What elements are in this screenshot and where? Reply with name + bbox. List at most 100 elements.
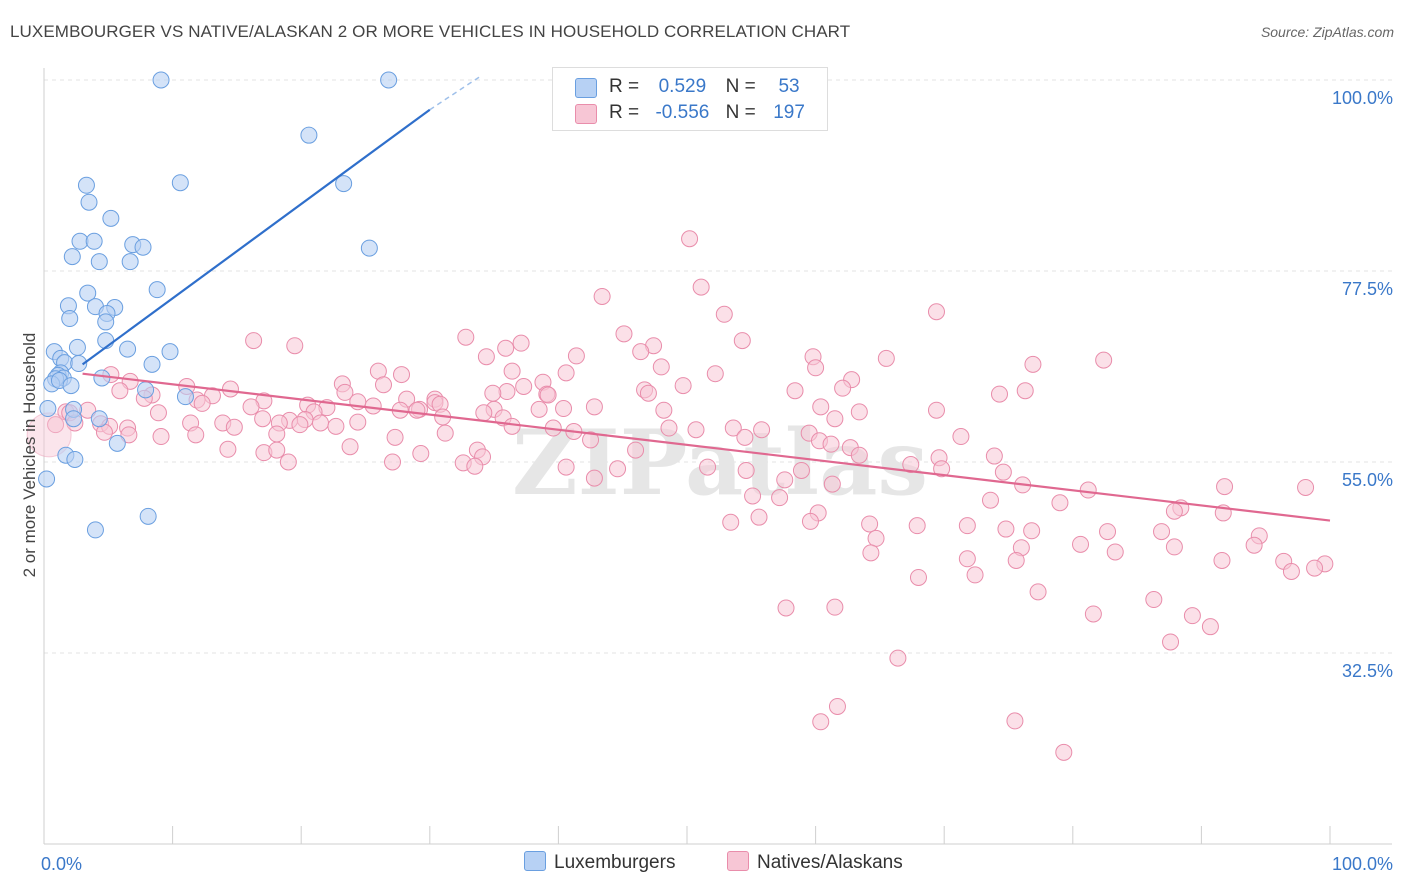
luxemburgers-point (93, 369, 111, 387)
natives-point (834, 379, 852, 397)
natives-point (225, 418, 243, 436)
natives-point (1023, 522, 1041, 540)
natives-point (692, 278, 710, 296)
natives-point (466, 457, 484, 475)
natives-point (776, 471, 794, 489)
y-tick-label: 77.5% (1342, 279, 1393, 299)
natives-point (1079, 481, 1097, 499)
legend-item-luxemburgers[interactable]: Luxemburgers (524, 851, 675, 874)
natives-point (286, 337, 304, 355)
natives-point (867, 529, 885, 547)
natives-point (807, 359, 825, 377)
natives-point (1016, 382, 1034, 400)
y-axis-label: 2 or more Vehicles in Household (20, 333, 39, 578)
legend-label: Luxemburgers (554, 852, 676, 873)
natives-point (1162, 633, 1180, 651)
luxemburgers-point (39, 400, 57, 418)
natives-point (1306, 559, 1324, 577)
luxemburgers-point (97, 313, 115, 331)
natives-point (1084, 605, 1102, 623)
natives-point (744, 487, 762, 505)
natives-point (364, 397, 382, 415)
natives-point (822, 435, 840, 453)
natives-point (652, 358, 670, 376)
natives-point (1029, 583, 1047, 601)
natives-point (1099, 523, 1117, 541)
luxemburgers-point (65, 410, 83, 428)
natives-point (733, 332, 751, 350)
natives-point (497, 339, 515, 357)
n-label: N = (725, 76, 756, 97)
natives-point (862, 544, 880, 562)
natives-point (585, 469, 603, 487)
natives-point (990, 385, 1008, 403)
natives-point (254, 410, 272, 428)
natives-point (826, 410, 844, 428)
natives-point (681, 230, 699, 248)
natives-point (927, 303, 945, 321)
natives-point (1297, 478, 1315, 496)
luxemburgers-point (62, 377, 80, 395)
r-value: 0.529 (658, 76, 707, 97)
natives-point (1106, 543, 1124, 561)
natives-point (311, 414, 329, 432)
natives-point (660, 419, 678, 437)
natives-point (908, 517, 926, 535)
luxemburgers-point (90, 410, 108, 428)
luxemburgers-point (63, 248, 81, 266)
luxemburgers-point (80, 193, 98, 211)
blue-swatch-icon (575, 78, 597, 98)
natives-point (585, 398, 603, 416)
natives-point (823, 475, 841, 493)
natives-point (457, 328, 475, 346)
natives-point (1245, 536, 1263, 554)
natives-point (1216, 478, 1234, 496)
y-tick-label: 32.5% (1342, 661, 1393, 681)
natives-point (1153, 523, 1171, 541)
natives-point (111, 382, 129, 400)
natives-point (1095, 351, 1113, 369)
natives-point (503, 417, 521, 435)
natives-point (193, 394, 211, 412)
legend-item-natives[interactable]: Natives/Alaskans (727, 851, 903, 874)
natives-point (1055, 743, 1073, 761)
natives-point (615, 325, 633, 343)
natives-point (655, 401, 673, 419)
luxemburgers-point (70, 355, 88, 373)
natives-trend-line (82, 372, 1331, 522)
r-label: R = (609, 76, 640, 97)
luxemburgers-point (71, 232, 89, 250)
natives-point (861, 515, 879, 533)
natives-point (1165, 502, 1183, 520)
natives-point (753, 421, 771, 439)
natives-point (152, 428, 170, 446)
luxemburgers-point (152, 71, 170, 89)
luxemburgers-point (61, 310, 79, 328)
natives-point (393, 366, 411, 384)
natives-point (826, 598, 844, 616)
natives-point (801, 512, 819, 530)
natives-point (715, 305, 733, 323)
natives-point (792, 461, 810, 479)
natives-point (722, 513, 740, 531)
natives-point (927, 401, 945, 419)
luxemburgers-point (66, 450, 84, 468)
natives-point (539, 386, 557, 404)
natives-point (952, 428, 970, 446)
natives-point (850, 403, 868, 421)
luxemburgers-point (86, 521, 104, 539)
luxemburgers-point (134, 238, 152, 256)
luxemburgers-point (79, 284, 97, 302)
natives-point (120, 426, 138, 444)
natives-point (279, 453, 297, 471)
natives-point (1072, 535, 1090, 553)
pink-swatch-icon (727, 851, 749, 871)
natives-point (327, 417, 345, 435)
tick-labels: 32.5% 55.0% 77.5% 100.0% 0.0% 100.0% 2 or more… (20, 88, 1393, 874)
natives-point (1165, 538, 1183, 556)
luxemburgers-point (380, 71, 398, 89)
natives-point (1201, 618, 1219, 636)
r-label: R = (609, 102, 640, 123)
natives-point (412, 445, 430, 463)
